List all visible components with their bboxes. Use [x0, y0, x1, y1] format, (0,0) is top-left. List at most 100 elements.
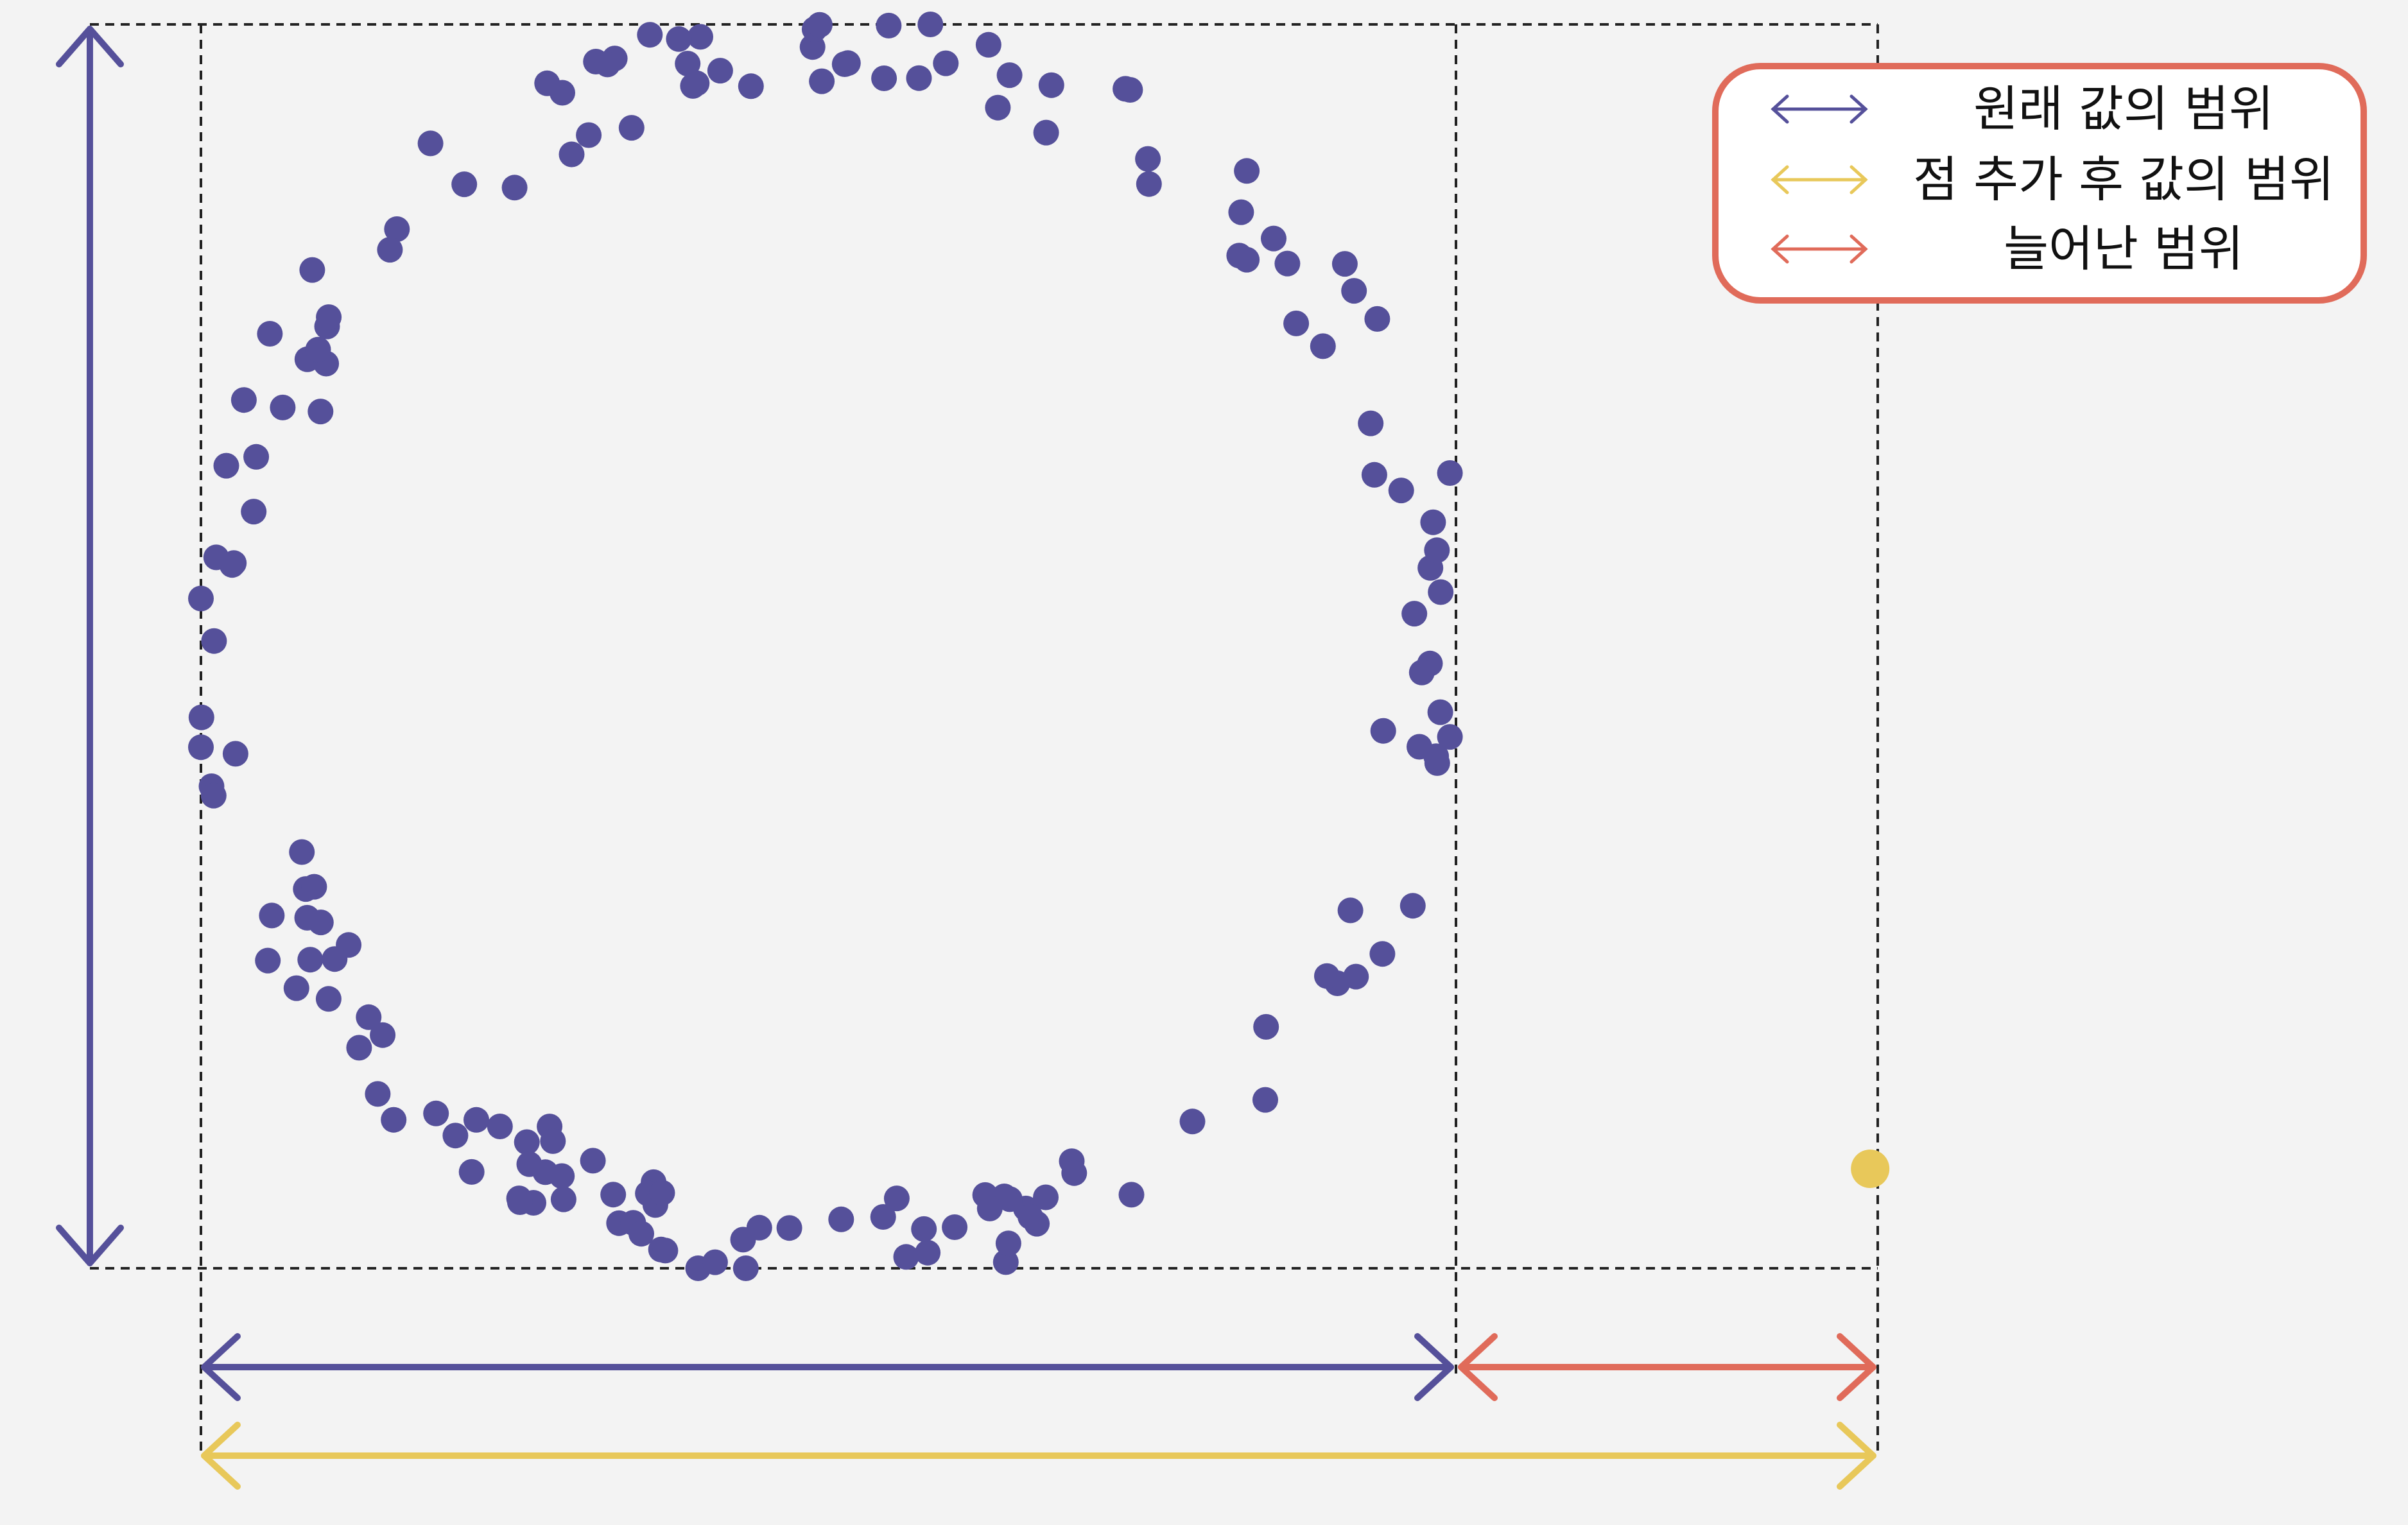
ring-point — [1283, 310, 1310, 336]
ring-point — [534, 70, 560, 96]
legend: 원래 값의 범위 점 추가 후 값의 범위 늘어난 범위 — [1712, 63, 2367, 304]
ring-point — [1420, 509, 1446, 535]
ring-point — [259, 902, 285, 929]
ring-point — [1437, 724, 1463, 750]
ring-point — [1179, 1108, 1206, 1135]
ring-point — [307, 399, 334, 425]
legend-item-original: 원래 값의 범위 — [1771, 80, 2274, 137]
legend-swatch-original-arrow — [1771, 94, 1868, 124]
ring-point — [1228, 199, 1254, 225]
dashed-guides — [90, 23, 1879, 1457]
ring-point — [1399, 893, 1426, 919]
ring-point — [806, 12, 833, 38]
ring-point — [230, 387, 257, 413]
ring-point — [652, 1237, 679, 1264]
ring-point — [1252, 1087, 1278, 1113]
legend-swatch-after-arrow — [1771, 165, 1868, 194]
ring-point — [1018, 1203, 1044, 1230]
ring-point — [1033, 1184, 1059, 1211]
legend-label-extended: 늘어난 범위 — [2004, 220, 2244, 277]
ring-point — [915, 1239, 941, 1266]
legend-label-original: 원래 값의 범위 — [1973, 80, 2274, 137]
ring-point — [514, 1129, 540, 1155]
ring-point — [1337, 897, 1364, 924]
added-point — [1851, 1150, 1890, 1188]
ring-point — [213, 452, 239, 479]
ring-point — [201, 628, 227, 654]
ring-point — [1261, 225, 1286, 252]
ring-point — [732, 1255, 759, 1281]
ring-point — [516, 1151, 542, 1177]
ring-point — [294, 904, 320, 931]
ring-point — [1423, 743, 1450, 770]
ring-point — [828, 1206, 854, 1232]
legend-label-after: 점 추가 후 값의 범위 — [1913, 151, 2334, 208]
ring-point — [996, 62, 1023, 89]
ring-point — [776, 1215, 802, 1241]
ring-point — [365, 1081, 391, 1107]
ring-point — [1424, 537, 1450, 564]
ring-point — [1038, 72, 1064, 98]
ring-point — [1370, 718, 1396, 744]
ring-point — [906, 65, 932, 91]
ring-point — [507, 1189, 533, 1215]
ring-point — [576, 122, 602, 148]
ring-point — [301, 874, 327, 900]
ring-point — [618, 115, 645, 141]
ring-point — [255, 947, 281, 974]
extended-range-arrow — [1458, 1333, 1876, 1401]
added-point-layer — [1851, 1150, 1890, 1188]
ring-point — [559, 141, 585, 168]
ring-point — [1314, 963, 1340, 989]
ring-point — [458, 1159, 485, 1185]
ring-point — [649, 1180, 675, 1206]
ring-point — [600, 1182, 627, 1208]
ring-point — [241, 499, 267, 525]
ring-point — [1234, 158, 1260, 184]
ring-point — [540, 1128, 566, 1154]
ring-point — [835, 50, 861, 76]
ring-point — [487, 1114, 513, 1139]
ring-point — [1135, 146, 1161, 172]
ring-points — [188, 12, 1463, 1281]
ring-point — [911, 1216, 937, 1242]
ring-point — [707, 58, 733, 84]
ring-point — [1427, 699, 1453, 725]
ring-point — [666, 26, 692, 52]
ring-point — [417, 130, 444, 157]
ring-point — [870, 1204, 896, 1230]
ring-point — [289, 839, 315, 865]
ring-point — [594, 51, 621, 78]
ring-point — [893, 1244, 919, 1270]
ring-point — [1437, 460, 1463, 486]
ring-point — [501, 175, 528, 201]
ring-point — [346, 1035, 372, 1061]
vertical-original-range-arrow — [56, 26, 124, 1266]
ring-point — [680, 73, 706, 99]
ring-point — [203, 544, 229, 571]
legend-item-extended: 늘어난 범위 — [1771, 220, 2244, 277]
ring-point — [381, 1107, 407, 1133]
ring-point — [975, 31, 1001, 58]
ring-point — [1118, 1182, 1145, 1208]
ring-point — [675, 51, 701, 77]
ring-point — [738, 73, 764, 99]
legend-item-after: 점 추가 후 값의 범위 — [1771, 151, 2334, 208]
ring-point — [377, 237, 403, 263]
ring-point — [1343, 963, 1369, 990]
ring-point — [316, 304, 342, 331]
ring-point — [1408, 659, 1435, 685]
ring-point — [370, 1022, 396, 1048]
ring-point — [1117, 77, 1143, 103]
after-range-arrow — [201, 1422, 1876, 1490]
ring-point — [628, 1221, 654, 1247]
ring-point — [322, 946, 348, 972]
ring-point — [188, 734, 214, 761]
ring-point — [1033, 119, 1059, 146]
ring-point — [1331, 251, 1358, 277]
ring-point — [976, 1195, 1003, 1221]
ring-point — [1369, 941, 1396, 967]
legend-box — [1712, 63, 2367, 304]
horizontal-original-range-arrow — [201, 1333, 1454, 1401]
